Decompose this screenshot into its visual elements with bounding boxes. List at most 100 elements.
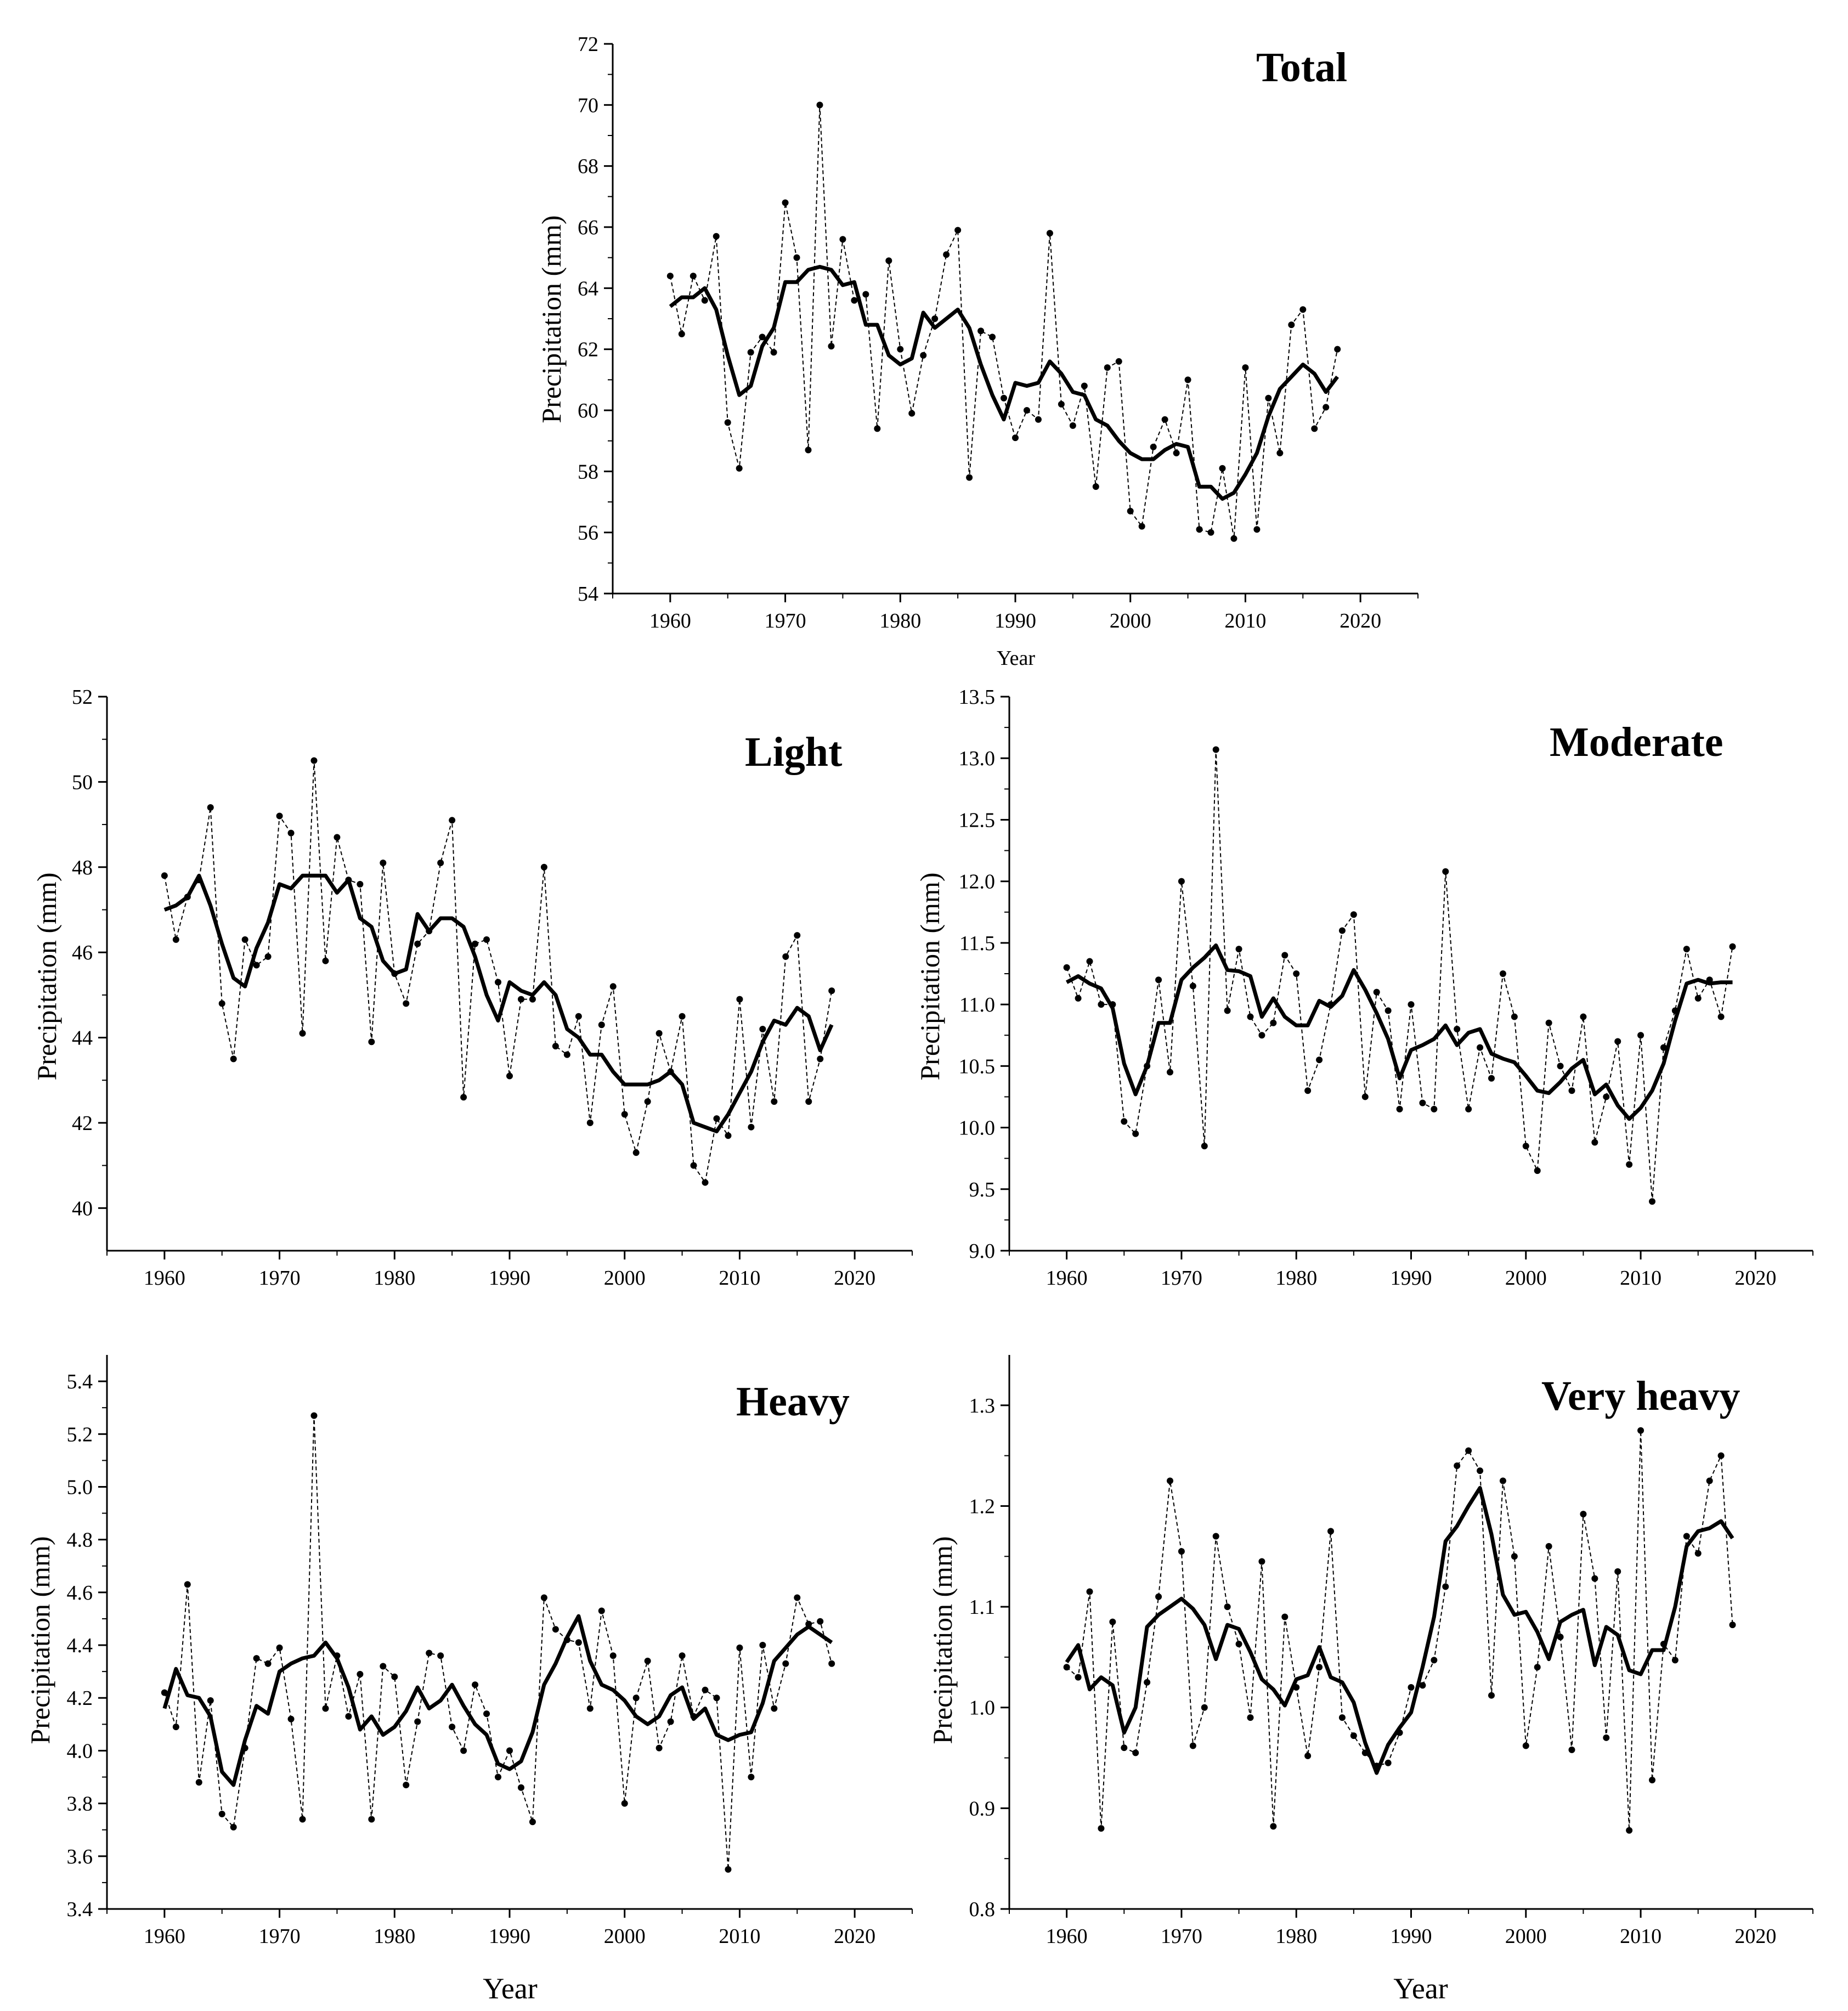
data-point — [1557, 1063, 1564, 1070]
data-point — [172, 936, 179, 943]
data-point — [1603, 1734, 1610, 1741]
y-tick-label: 0.8 — [969, 1898, 996, 1921]
data-point — [1258, 1558, 1265, 1565]
data-point — [713, 1115, 720, 1122]
plot-area-moderate: 1960 1970 1980 1990 2000 2010 2020 9.0 9.5 10.0 10… — [959, 686, 1813, 1290]
y-tick-label: 9.0 — [969, 1240, 996, 1263]
data-point — [1304, 1752, 1312, 1759]
plot-area-light: 1960 1970 1980 1990 2000 2010 2020 40 42 44 46 48 50… — [72, 686, 913, 1290]
x-tick-label: 2020 — [834, 1267, 875, 1290]
data-point — [1361, 1093, 1369, 1100]
y-tick-label: 12.5 — [959, 809, 996, 832]
data-point — [908, 410, 915, 417]
data-point — [1189, 982, 1196, 990]
x-tick-label: 1960 — [649, 609, 691, 632]
data-point — [736, 465, 743, 472]
y-tick-label: 50 — [72, 771, 93, 794]
data-point — [380, 860, 387, 866]
data-point — [449, 817, 456, 824]
data-point — [403, 1000, 410, 1007]
data-point — [782, 199, 789, 206]
data-point — [1311, 425, 1318, 432]
data-point — [679, 1013, 686, 1020]
y-tick-label: 3.4 — [67, 1898, 93, 1921]
data-point — [1488, 1075, 1495, 1082]
y-axis-label-moderate: Precipitation (mm) — [914, 872, 945, 1080]
data-point — [828, 1660, 835, 1667]
data-point — [1316, 1057, 1323, 1064]
data-point — [690, 273, 697, 280]
series-annual-line — [163, 760, 833, 1184]
data-point — [1189, 1742, 1196, 1749]
plot-area-total: 1960 1970 1980 1990 2000 2010 2020 54 56 58 60 62 64… — [578, 33, 1419, 632]
data-point — [472, 1681, 479, 1688]
data-point — [1534, 1664, 1541, 1671]
data-point — [1431, 1105, 1438, 1112]
x-tick-label: 1990 — [1391, 1267, 1432, 1290]
data-point — [161, 1689, 168, 1696]
data-point — [426, 1650, 433, 1657]
data-point — [1121, 1744, 1128, 1752]
data-point — [184, 1581, 191, 1588]
x-tick-label: 1970 — [1161, 1925, 1202, 1948]
data-point — [437, 860, 444, 866]
data-point — [609, 1652, 617, 1659]
y-tick-label: 4.0 — [67, 1739, 93, 1763]
data-point — [655, 1744, 663, 1752]
data-point — [264, 1660, 272, 1667]
series-annual-line — [163, 1415, 833, 1869]
data-point — [1155, 1593, 1162, 1600]
x-tick-label: 2020 — [834, 1925, 875, 1948]
data-point — [586, 1705, 594, 1712]
data-point — [1545, 1019, 1552, 1026]
data-point — [403, 1781, 410, 1788]
data-point — [1098, 1825, 1105, 1832]
data-point — [1327, 1528, 1334, 1535]
data-point — [770, 349, 777, 356]
data-point — [1419, 1099, 1426, 1106]
x-tick-label: 2020 — [1734, 1267, 1776, 1290]
data-point — [529, 1818, 536, 1826]
data-point — [782, 953, 789, 960]
data-point — [736, 1644, 743, 1651]
panel-total: 1960 1970 1980 1990 2000 2010 2020 54 56 58 60 62 64… — [536, 33, 1419, 670]
data-point — [1694, 995, 1702, 1002]
data-point — [540, 863, 547, 871]
data-point — [1626, 1161, 1633, 1168]
data-point — [1649, 1198, 1655, 1205]
x-tick-label: 2010 — [1224, 609, 1266, 632]
data-point — [598, 1021, 605, 1029]
data-point — [414, 1718, 421, 1725]
series-annual-line — [669, 105, 1338, 539]
y-axis-label-total: Precipitation (mm) — [536, 215, 567, 423]
data-point — [1454, 1462, 1461, 1469]
plot-area-heavy: 1960 1970 1980 1990 2000 2010 2020 3.4 3.6 3.8 4.0… — [67, 1355, 913, 1948]
data-point — [851, 297, 858, 304]
data-point — [690, 1162, 697, 1169]
y-tick-label: 3.8 — [67, 1793, 93, 1816]
data-point — [828, 343, 835, 350]
y-tick-label: 48 — [72, 856, 93, 879]
data-point — [1323, 404, 1330, 411]
y-tick-label: 56 — [578, 522, 598, 545]
y-tick-label: 9.5 — [969, 1178, 996, 1201]
data-point — [1132, 1130, 1139, 1137]
data-point — [1465, 1447, 1472, 1454]
data-point — [299, 1816, 306, 1823]
data-point — [1694, 1550, 1702, 1557]
data-point — [1109, 1618, 1116, 1625]
data-point — [1127, 507, 1134, 515]
data-point — [241, 936, 248, 943]
series-annual-line — [1066, 1430, 1733, 1831]
data-point — [632, 1694, 640, 1702]
y-tick-label: 11.0 — [959, 993, 995, 1016]
data-point — [1235, 946, 1242, 953]
data-point — [805, 1098, 812, 1105]
data-point — [816, 101, 823, 109]
data-point — [207, 1697, 214, 1704]
x-axis-label-very-heavy: Year — [1393, 1972, 1448, 2005]
data-point — [563, 1051, 570, 1058]
data-point — [1534, 1167, 1541, 1174]
data-point — [540, 1594, 547, 1601]
y-tick-label: 62 — [578, 338, 598, 361]
